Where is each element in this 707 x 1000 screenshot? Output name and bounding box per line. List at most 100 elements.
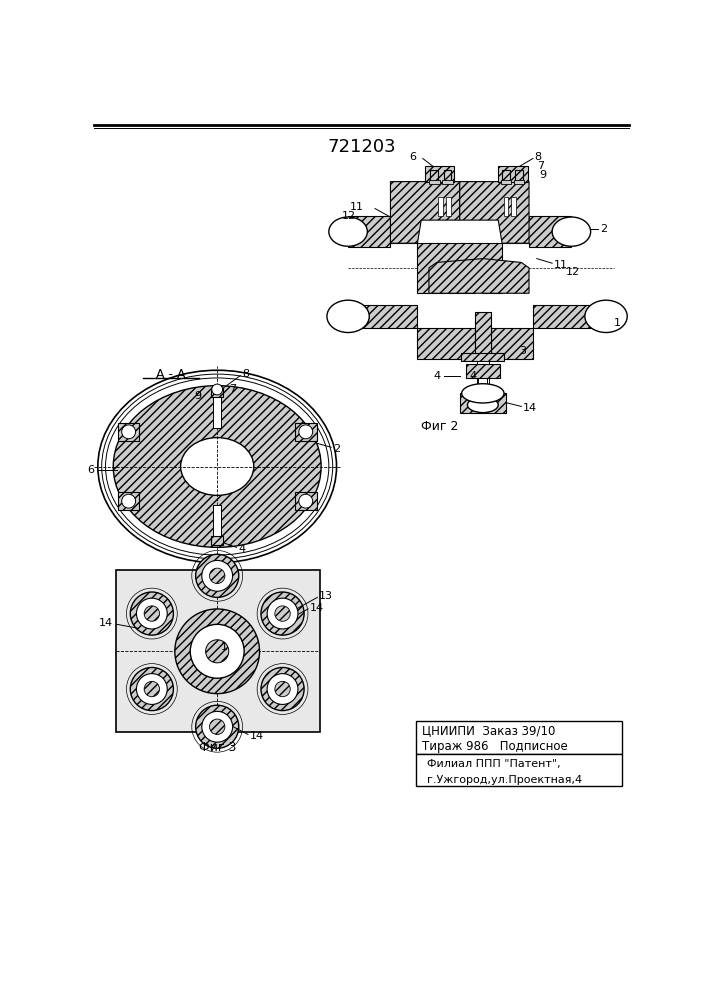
- Circle shape: [212, 384, 223, 395]
- Text: 9: 9: [194, 391, 201, 401]
- Text: 14: 14: [523, 403, 537, 413]
- Text: 9: 9: [539, 170, 547, 180]
- Ellipse shape: [98, 370, 337, 563]
- Circle shape: [144, 606, 160, 621]
- Circle shape: [190, 624, 244, 678]
- Bar: [425, 166, 455, 182]
- Text: 6: 6: [409, 152, 416, 162]
- Polygon shape: [417, 328, 475, 359]
- Bar: [515, 170, 523, 182]
- Bar: [475, 312, 491, 359]
- Bar: [477, 359, 489, 413]
- Circle shape: [267, 674, 298, 704]
- Text: 13: 13: [319, 591, 333, 601]
- Circle shape: [275, 606, 291, 621]
- Text: 11: 11: [349, 202, 363, 212]
- Polygon shape: [390, 182, 460, 243]
- Text: ЦНИИПИ  Заказ 39/10: ЦНИИПИ Заказ 39/10: [422, 724, 556, 737]
- Polygon shape: [491, 328, 533, 359]
- Bar: [295, 492, 317, 510]
- Polygon shape: [348, 305, 417, 328]
- Text: 4: 4: [433, 371, 440, 381]
- Text: 3: 3: [519, 346, 526, 356]
- Polygon shape: [348, 216, 417, 247]
- Circle shape: [261, 667, 304, 711]
- Circle shape: [206, 640, 229, 663]
- Circle shape: [130, 592, 173, 635]
- Text: Тираж 986   Подписное: Тираж 986 Подписное: [422, 740, 568, 753]
- Bar: [118, 423, 139, 441]
- Circle shape: [136, 674, 168, 704]
- Circle shape: [196, 554, 239, 597]
- Text: 2: 2: [333, 444, 340, 454]
- Ellipse shape: [467, 397, 498, 413]
- Text: Фиг 2: Фиг 2: [421, 420, 459, 433]
- Ellipse shape: [585, 300, 627, 333]
- Circle shape: [299, 494, 312, 508]
- Circle shape: [261, 592, 304, 635]
- Bar: [478, 366, 487, 405]
- Circle shape: [144, 681, 160, 697]
- Text: 11: 11: [554, 260, 568, 270]
- Bar: [115, 570, 320, 732]
- Circle shape: [122, 425, 136, 439]
- Circle shape: [275, 681, 291, 697]
- Text: Фиг 3: Фиг 3: [199, 741, 236, 754]
- Text: 14: 14: [310, 603, 324, 613]
- Bar: [466, 364, 500, 378]
- Bar: [416, 721, 622, 754]
- Bar: [446, 197, 450, 216]
- Bar: [498, 166, 527, 182]
- Circle shape: [122, 494, 136, 508]
- Circle shape: [267, 598, 298, 629]
- Text: 8: 8: [534, 152, 542, 162]
- Circle shape: [209, 719, 225, 734]
- Polygon shape: [460, 182, 529, 243]
- Text: Филиал ППП "Патент",: Филиал ППП "Патент",: [428, 759, 561, 769]
- Bar: [461, 353, 504, 361]
- Text: 14: 14: [250, 731, 264, 741]
- Bar: [416, 754, 622, 786]
- Bar: [438, 197, 443, 216]
- Text: 12: 12: [341, 211, 356, 221]
- Polygon shape: [502, 216, 571, 247]
- Ellipse shape: [327, 300, 369, 333]
- Bar: [460, 393, 506, 413]
- Text: 721203: 721203: [327, 138, 396, 156]
- Ellipse shape: [329, 217, 368, 246]
- Circle shape: [299, 425, 312, 439]
- Circle shape: [201, 560, 233, 591]
- Bar: [503, 197, 508, 216]
- Polygon shape: [533, 305, 606, 328]
- Bar: [442, 180, 452, 184]
- Text: 1: 1: [221, 642, 228, 652]
- Bar: [443, 170, 451, 182]
- Circle shape: [130, 667, 173, 711]
- Text: А - А: А - А: [156, 368, 186, 381]
- Polygon shape: [429, 259, 529, 293]
- Bar: [502, 170, 510, 182]
- Text: г.Ужгород,ул.Проектная,4: г.Ужгород,ул.Проектная,4: [428, 775, 583, 785]
- Polygon shape: [417, 243, 502, 293]
- Text: 8: 8: [242, 369, 249, 379]
- Bar: [211, 388, 223, 397]
- Circle shape: [175, 609, 259, 694]
- Bar: [514, 180, 525, 184]
- Ellipse shape: [462, 384, 504, 403]
- Text: 6: 6: [87, 465, 94, 475]
- Bar: [214, 389, 221, 428]
- Bar: [211, 536, 223, 545]
- Text: 1: 1: [614, 318, 621, 328]
- Ellipse shape: [105, 378, 329, 555]
- Bar: [429, 180, 440, 184]
- Text: 12: 12: [566, 267, 580, 277]
- Bar: [214, 505, 221, 544]
- Bar: [431, 170, 438, 182]
- Ellipse shape: [180, 438, 254, 495]
- Bar: [118, 492, 139, 510]
- Ellipse shape: [102, 374, 333, 559]
- Text: 7: 7: [229, 384, 236, 394]
- Text: 4: 4: [238, 544, 245, 554]
- Bar: [295, 423, 317, 441]
- Ellipse shape: [113, 386, 321, 547]
